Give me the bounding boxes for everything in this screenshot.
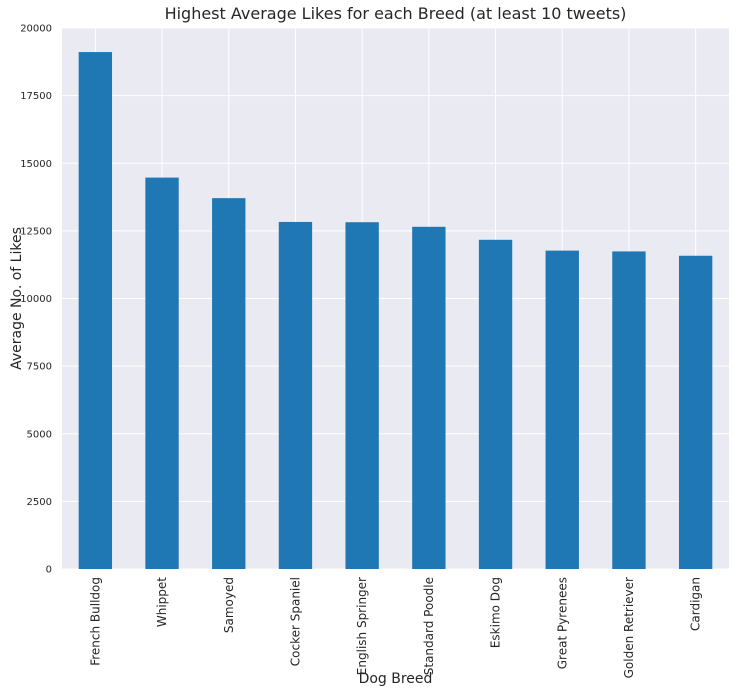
- y-tick-label: 5000: [27, 429, 52, 440]
- chart-title: Highest Average Likes for each Breed (at…: [165, 4, 627, 23]
- x-tick-label: Eskimo Dog: [489, 577, 503, 648]
- y-tick-labels: 0 2500 5000 7500 10000 12500 15000 17500 20000: [20, 24, 52, 576]
- bar: [545, 250, 579, 569]
- bar: [678, 255, 713, 570]
- bar: [478, 239, 513, 569]
- y-tick-label: 12500: [20, 226, 52, 237]
- y-axis-title: Average No. of Likes: [9, 227, 25, 370]
- bar: [145, 177, 179, 570]
- bar: [278, 221, 313, 570]
- bar: [212, 198, 246, 569]
- y-tick-label: 7500: [27, 362, 52, 373]
- bar: [345, 222, 379, 569]
- x-tick-label: French Bulldog: [88, 577, 102, 666]
- y-tick-label: 10000: [20, 294, 52, 305]
- x-tick-label: Cocker Spaniel: [288, 577, 302, 666]
- x-tick-label: Great Pyrenees: [555, 577, 569, 669]
- bar: [612, 251, 646, 570]
- y-tick-label: 20000: [20, 24, 52, 35]
- x-tick-label: English Springer: [355, 577, 369, 675]
- bar: [78, 52, 113, 569]
- bar: [412, 226, 446, 569]
- x-tick-label: Cardigan: [689, 577, 703, 631]
- x-tick-label: Standard Poodle: [422, 577, 436, 675]
- x-tick-label: Golden Retriever: [622, 577, 636, 678]
- y-tick-label: 2500: [27, 497, 52, 508]
- y-tick-label: 17500: [20, 91, 52, 102]
- bars: [78, 52, 713, 570]
- x-axis-title: Dog Breed: [359, 671, 433, 687]
- x-tick-label: Whippet: [155, 577, 169, 627]
- y-tick-label: 15000: [20, 159, 52, 170]
- x-tick-labels: French Bulldog Whippet Samoyed Cocker Spani…: [88, 577, 702, 679]
- x-tick-label: Samoyed: [222, 577, 236, 633]
- y-tick-label: 0: [46, 565, 52, 576]
